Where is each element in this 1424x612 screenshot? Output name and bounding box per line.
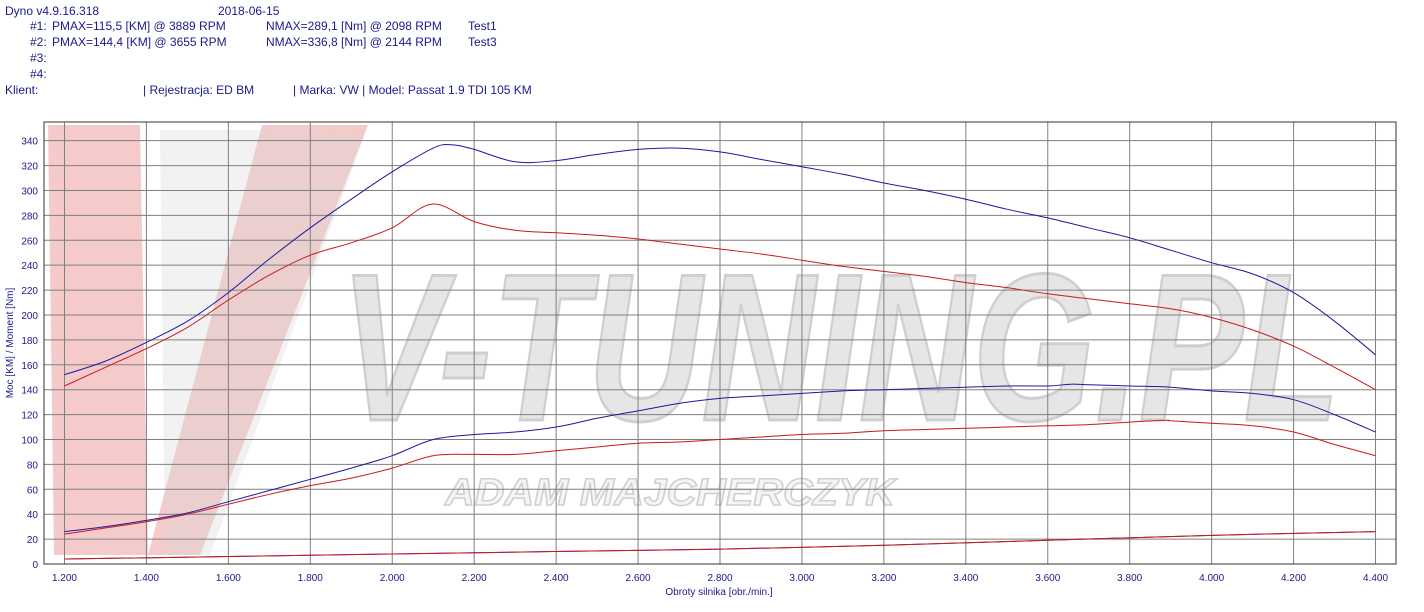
y-tick-label: 120: [21, 411, 38, 422]
y-tick-label: 220: [21, 286, 38, 297]
y-tick-label: 320: [21, 162, 38, 173]
y-tick-label: 240: [21, 261, 38, 272]
series-line-test3-power: [64, 383, 1376, 533]
y-tick-label: 300: [21, 186, 38, 197]
series-line-test1-loss: [64, 531, 1376, 560]
x-tick-label: 3.800: [1117, 573, 1142, 584]
x-tick-label: 2.000: [380, 573, 405, 584]
row-3-label: #3:: [30, 51, 47, 65]
y-tick-label: 260: [21, 236, 38, 247]
vehicle-info: | Marka: VW | Model: Passat 1.9 TDI 105 …: [293, 83, 532, 97]
watermark-subtitle: ADAM MAJCHERCZYK: [444, 472, 898, 514]
x-tick-label: 1.800: [298, 573, 323, 584]
x-tick-label: 2.400: [544, 573, 569, 584]
row-2-pmax: PMAX=144,4 [KM] @ 3655 RPM: [52, 35, 227, 49]
x-tick-label: 4.000: [1199, 573, 1224, 584]
y-axis-label: Moc [KM] / Moment [Nm]: [5, 287, 16, 398]
row-2-nmax: NMAX=336,8 [Nm] @ 2144 RPM: [266, 35, 442, 49]
series-layer: [64, 144, 1376, 560]
series-line-test3-torque: [64, 144, 1376, 376]
series-line-test1-power: [64, 419, 1376, 535]
x-tick-label: 2.200: [462, 573, 487, 584]
x-axis-label: Obroty silnika [obr./min.]: [665, 587, 772, 598]
x-tick-label: 3.600: [1035, 573, 1060, 584]
y-tick-label: 20: [27, 535, 39, 546]
y-tick-label: 160: [21, 361, 38, 372]
y-tick-label: 280: [21, 211, 38, 222]
x-tick-label: 4.400: [1363, 573, 1388, 584]
row-1-pmax: PMAX=115,5 [KM] @ 3889 RPM: [52, 19, 226, 33]
x-tick-label: 4.200: [1281, 573, 1306, 584]
y-tick-label: 60: [27, 485, 39, 496]
row-1-nmax: NMAX=289,1 [Nm] @ 2098 RPM: [266, 19, 442, 33]
x-tick-labels: 1.200 1.400 1.600 1.800 2.000 2.200 2.400 2.600…: [52, 573, 1388, 584]
row-1-test: Test1: [468, 19, 497, 33]
test-date: 2018-06-15: [218, 4, 280, 18]
y-tick-label: 200: [21, 311, 38, 322]
y-tick-label: 0: [32, 560, 38, 571]
y-tick-label: 140: [21, 386, 38, 397]
y-tick-labels: 0 20 40 60 80 100 120 140 160 180 200 220 240 260 280 3…: [21, 137, 38, 571]
watermark-brand: V-TUNING.PL: [340, 230, 1340, 465]
x-tick-label: 1.600: [216, 573, 241, 584]
y-tick-label: 340: [21, 137, 38, 148]
row-4-label: #4:: [30, 67, 47, 81]
x-tick-label: 2.600: [626, 573, 651, 584]
row-2-test: Test3: [468, 35, 497, 49]
x-tick-label: 2.800: [707, 573, 732, 584]
y-tick-label: 180: [21, 336, 38, 347]
client-label: Klient:: [5, 83, 39, 97]
x-tick-label: 1.400: [134, 573, 159, 584]
app-version: Dyno v4.9.16.318: [5, 4, 100, 18]
y-tick-label: 100: [21, 435, 38, 446]
x-tick-label: 3.000: [789, 573, 814, 584]
row-1-label: #1:: [30, 19, 47, 33]
x-tick-label: 3.400: [953, 573, 978, 584]
series-line-test1-torque: [64, 203, 1376, 391]
row-2-label: #2:: [30, 35, 47, 49]
x-tick-label: 1.200: [52, 573, 77, 584]
plot-frame: [43, 121, 1397, 565]
y-tick-label: 40: [27, 510, 39, 521]
x-tick-label: 3.200: [871, 573, 896, 584]
y-tick-label: 80: [27, 460, 39, 471]
registration: | Rejestracja: ED BM: [143, 83, 255, 97]
